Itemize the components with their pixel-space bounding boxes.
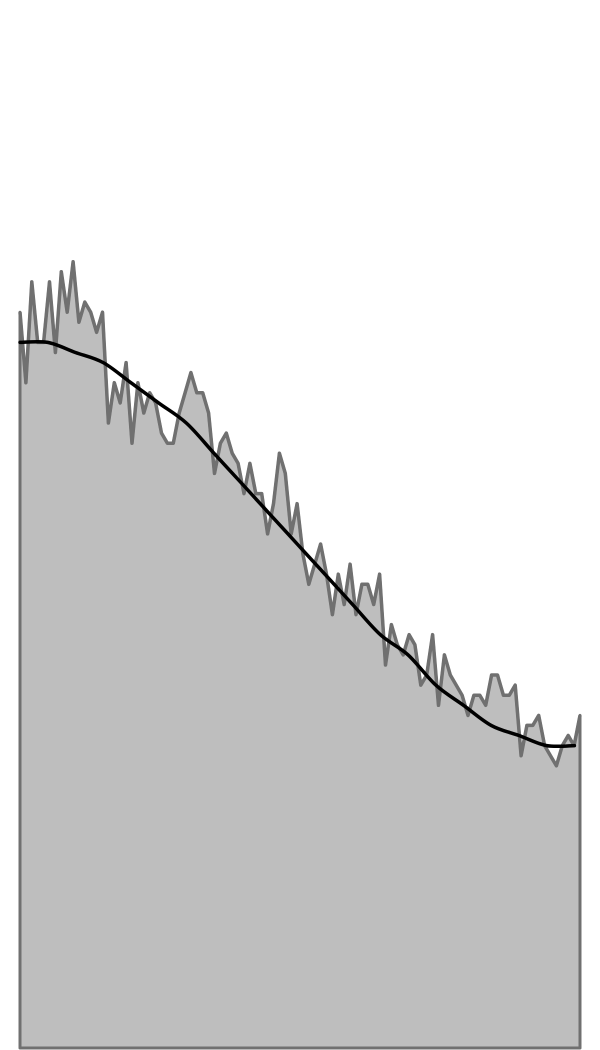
- area-fill: [18, 260, 582, 1050]
- trend-series-group: [18, 339, 577, 749]
- area-fill-group: [18, 260, 582, 1050]
- noisy-series-group: [18, 260, 582, 768]
- trend-series-line: [18, 339, 577, 749]
- noisy-series-line: [18, 260, 582, 768]
